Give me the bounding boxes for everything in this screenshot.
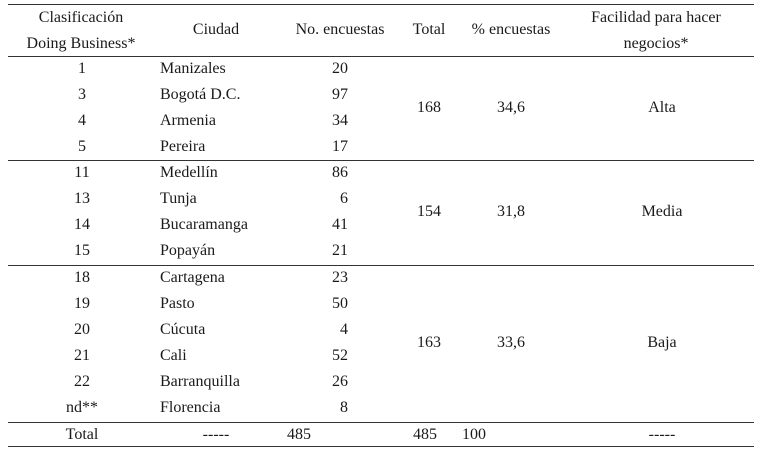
group-pct: 31,8 (497, 203, 525, 220)
row-surveys: 21 (332, 242, 348, 259)
row-rank: 20 (74, 321, 90, 338)
header-rule (8, 56, 754, 57)
footer-total-label: Total (65, 426, 99, 443)
row-rank: 4 (78, 112, 86, 129)
row-city: Bucaramanga (160, 216, 248, 233)
row-surveys: 86 (332, 164, 348, 181)
row-city: Florencia (160, 399, 221, 416)
header-clasificacion: Clasificación Doing Business* (0, 5, 162, 57)
group-ease: Baja (647, 334, 677, 351)
row-rank: 3 (78, 86, 86, 103)
footer-city-placeholder: ----- (202, 426, 230, 443)
row-surveys: 50 (332, 295, 348, 312)
row-rank: 11 (74, 164, 90, 181)
row-surveys: 4 (340, 321, 348, 338)
group-ease: Alta (648, 99, 676, 116)
group-total: 163 (417, 334, 441, 351)
row-surveys: 8 (340, 399, 348, 416)
row-rank: 22 (74, 373, 90, 390)
group-total: 154 (417, 203, 441, 220)
row-city: Tunja (160, 190, 197, 207)
row-surveys: 97 (332, 86, 348, 103)
group-pct: 33,6 (497, 334, 525, 351)
row-city: Pasto (160, 295, 195, 312)
row-surveys: 26 (332, 373, 348, 390)
row-surveys: 6 (340, 190, 348, 207)
group-divider-2 (8, 265, 754, 266)
header-total: Total (412, 21, 446, 38)
footer-pct: 100 (462, 426, 486, 443)
row-rank: 21 (74, 347, 90, 364)
row-rank: 14 (74, 216, 90, 233)
row-rank: 1 (78, 60, 86, 77)
header-clasificacion-line2: Doing Business* (26, 35, 136, 52)
table-bottom-rule (8, 446, 754, 447)
row-city: Manizales (160, 60, 226, 77)
row-city: Cúcuta (160, 321, 206, 338)
header-facilidad-line1: Facilidad para hacer (591, 9, 721, 26)
group-divider-1 (8, 160, 754, 161)
footer-ease-placeholder: ----- (648, 426, 676, 443)
header-no-encuestas: No. encuestas (295, 21, 385, 38)
row-city: Bogotá D.C. (160, 86, 241, 103)
row-rank: 19 (74, 295, 90, 312)
row-rank: 18 (74, 269, 90, 286)
row-city: Cartagena (160, 269, 225, 286)
group-total: 168 (417, 99, 441, 116)
header-facilidad: Facilidad para hacer negocios* (566, 5, 746, 57)
row-rank: 5 (78, 138, 86, 155)
row-surveys: 52 (332, 347, 348, 364)
row-city: Medellín (160, 164, 218, 181)
row-surveys: 20 (332, 60, 348, 77)
row-city: Cali (160, 347, 187, 364)
row-rank: 15 (74, 242, 90, 259)
row-surveys: 23 (332, 269, 348, 286)
table-top-rule (8, 4, 754, 5)
row-rank: nd** (66, 399, 98, 416)
header-ciudad: Ciudad (192, 21, 240, 38)
row-surveys: 34 (332, 112, 348, 129)
header-clasificacion-line1: Clasificación (38, 9, 124, 26)
row-city: Armenia (160, 112, 216, 129)
group-ease: Media (641, 203, 683, 220)
footer-rule (8, 422, 754, 423)
row-city: Barranquilla (160, 373, 240, 390)
row-surveys: 17 (332, 138, 348, 155)
header-facilidad-line2: negocios* (623, 35, 689, 52)
footer-surveys: 485 (287, 426, 311, 443)
row-surveys: 41 (332, 216, 348, 233)
group-pct: 34,6 (497, 99, 525, 116)
row-city: Pereira (160, 138, 206, 155)
footer-total: 485 (413, 426, 437, 443)
header-pct-encuestas: % encuestas (471, 21, 551, 38)
row-rank: 13 (74, 190, 90, 207)
row-city: Popayán (160, 242, 216, 259)
